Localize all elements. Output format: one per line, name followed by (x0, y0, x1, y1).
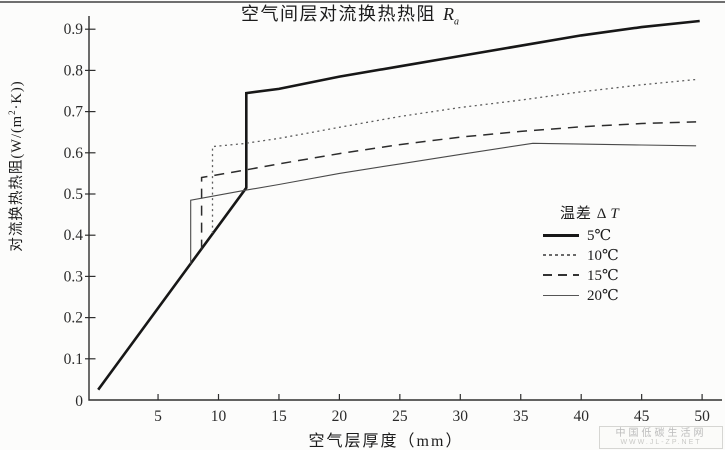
legend-item-label: 10℃ (587, 247, 619, 264)
x-tick-label: 25 (392, 408, 408, 425)
chart-title: 空气间层对流换热热阻 Ra (190, 0, 510, 28)
watermark-site-name: 中国低碳生活网 (615, 428, 707, 439)
watermark-site-url: WWW.JL-ZP.NET (620, 439, 702, 446)
legend-item-label: 15℃ (587, 267, 619, 284)
page-top-border (0, 1, 725, 3)
x-tick-label: 20 (332, 408, 348, 425)
x-tick-label: 45 (634, 408, 650, 425)
series-line-t5 (97, 19, 700, 391)
y-tick-label: 0.4 (64, 227, 84, 244)
watermark: 中国低碳生活网 WWW.JL-ZP.NET (599, 426, 723, 449)
legend-item-label: 5℃ (587, 227, 612, 244)
series-line-t10 (211, 78, 697, 234)
x-tick-label: 30 (453, 408, 469, 425)
x-tick-label: 10 (211, 408, 227, 425)
y-tick-label: 0 (75, 393, 83, 410)
legend-item-10c: 10℃ (543, 245, 620, 265)
axes (88, 16, 722, 401)
x-tick-label: 40 (573, 408, 589, 425)
x-tick-label: 15 (271, 408, 287, 425)
legend-item-5c: 5℃ (543, 225, 620, 245)
y-tick-label: 0.9 (64, 21, 84, 38)
y-tick-label: 0.7 (64, 104, 84, 121)
x-tick-label: 5 (154, 408, 162, 425)
x-tick-label: 50 (694, 408, 710, 425)
series-line-t15 (200, 121, 697, 250)
y-tick-label: 0.1 (64, 351, 83, 368)
legend-line-dotted (543, 254, 579, 256)
y-tick-label: 0.2 (64, 310, 83, 327)
x-axis-label: 空气层厚度（mm） (308, 433, 464, 450)
series-line-t20 (190, 142, 697, 264)
legend-item-20c: 20℃ (543, 285, 620, 305)
y-tick-label: 0.5 (64, 186, 84, 203)
y-tick-label: 0.6 (64, 145, 84, 162)
chart-title-text: 空气间层对流换热热阻 (241, 4, 436, 24)
y-tick-label: 0.3 (64, 268, 84, 285)
legend-item-15c: 15℃ (543, 265, 620, 285)
y-tick-label: 0.8 (64, 62, 84, 79)
legend-item-label: 20℃ (587, 287, 619, 304)
legend-line-solid-thin (543, 294, 579, 296)
legend-line-solid-thick (543, 233, 579, 237)
chart-title-symbol: Ra (443, 4, 459, 28)
x-tick-label: 35 (513, 408, 529, 425)
legend-line-dashed (543, 274, 579, 276)
